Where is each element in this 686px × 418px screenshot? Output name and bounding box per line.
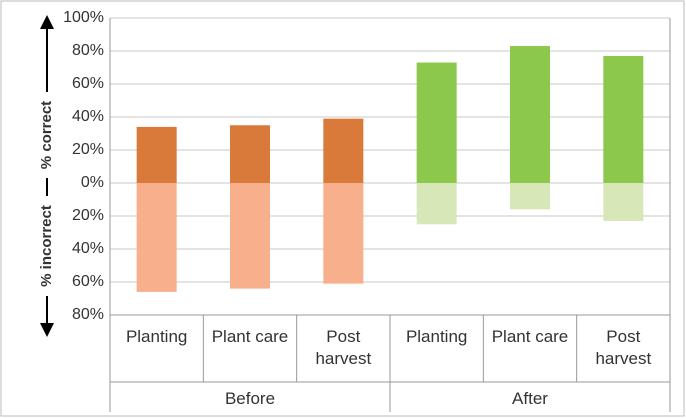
y-tick-label: 20%: [72, 141, 104, 158]
bar: [136, 183, 177, 292]
bar: [510, 183, 550, 210]
x-tick-label: Post harvest: [315, 327, 372, 368]
bar: [603, 183, 644, 221]
x-tick-label: Planting: [405, 327, 468, 346]
bar: [603, 55, 644, 184]
y-tick-label: 80%: [72, 306, 104, 323]
axis-label: % correct: [38, 101, 55, 169]
x-tick-label: Post harvest: [595, 327, 652, 368]
y-tick-label: 60%: [72, 75, 104, 92]
bar: [510, 46, 550, 183]
y-tick-label: 80%: [72, 42, 104, 59]
bar: [323, 118, 364, 183]
y-tick-label: 0%: [81, 174, 104, 191]
label-bg: [38, 92, 56, 178]
axis-label: % incorrect: [38, 205, 55, 287]
bar: [230, 125, 270, 183]
x-tick-label: Planting: [125, 327, 188, 346]
bar: [323, 183, 364, 284]
x-tick-label: Plant care: [211, 327, 289, 346]
label-bg: [38, 196, 56, 296]
y-tick-label: 40%: [72, 108, 104, 125]
bar: [416, 183, 457, 225]
group-label: Before: [224, 389, 276, 408]
bar: [230, 183, 270, 289]
x-tick-label: Plant care: [491, 327, 569, 346]
bar: [136, 126, 177, 183]
group-label: After: [512, 389, 548, 408]
y-tick-label: 60%: [72, 273, 104, 290]
y-tick-label: 20%: [72, 207, 104, 224]
y-tick-label: 100%: [63, 9, 104, 26]
bar: [416, 62, 457, 183]
y-tick-label: 40%: [72, 240, 104, 257]
